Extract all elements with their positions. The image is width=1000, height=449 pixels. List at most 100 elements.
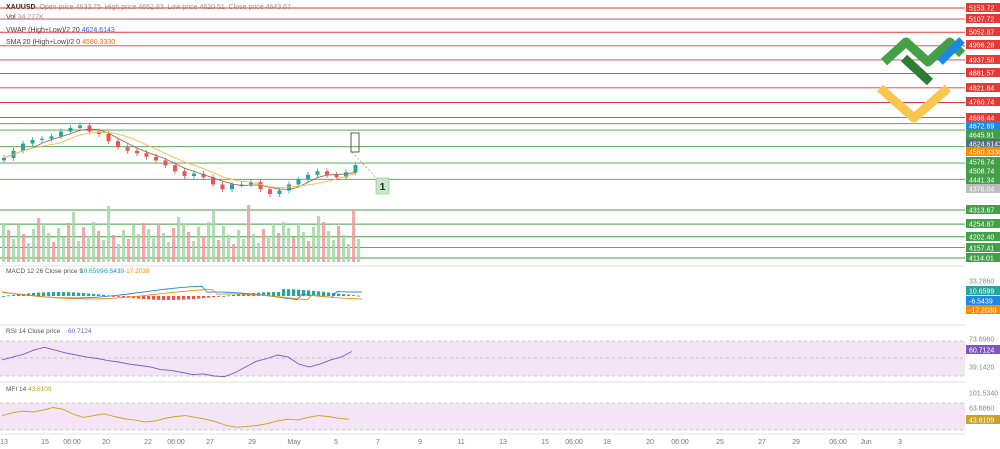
macd-histogram-bar bbox=[27, 293, 31, 296]
macd-histogram-bar bbox=[237, 294, 241, 296]
wave-label-box[interactable] bbox=[375, 177, 390, 195]
time-axis-tick-label: 13 bbox=[0, 439, 8, 446]
volume-bar bbox=[237, 230, 241, 262]
macd-histogram-bar bbox=[297, 289, 301, 296]
macd-scale-tag bbox=[966, 296, 1000, 305]
candle-body bbox=[296, 179, 301, 185]
price-axis-tag bbox=[966, 83, 1000, 92]
volume-bar bbox=[167, 242, 171, 262]
volume-bar bbox=[182, 223, 186, 262]
macd-histogram-bar bbox=[132, 296, 136, 299]
brand-logo bbox=[877, 37, 966, 123]
price-axis-tag-label: 4157.41 bbox=[969, 246, 994, 253]
price-axis-tag-label: 4441.34 bbox=[969, 178, 994, 185]
volume-bar bbox=[272, 224, 276, 262]
volume-bar bbox=[232, 244, 236, 262]
volume-label: Vol bbox=[6, 14, 16, 21]
sma-label: SMA 20 (High+Low)/2 0 bbox=[6, 39, 81, 46]
candle-body bbox=[163, 160, 168, 166]
rsi-band bbox=[0, 341, 965, 376]
candle-body bbox=[353, 165, 358, 173]
time-axis-tick-label: 7 bbox=[376, 439, 380, 446]
candle-body bbox=[97, 131, 101, 134]
volume-bar bbox=[112, 235, 116, 262]
macd-histogram-bar bbox=[197, 296, 201, 299]
time-axis-tick-label: 06:00 bbox=[565, 439, 583, 446]
time-axis-tick-label: 11 bbox=[457, 439, 464, 446]
volume-bar bbox=[72, 212, 76, 262]
volume-bar bbox=[62, 237, 66, 262]
rsi-scale-tag bbox=[966, 345, 1000, 354]
macd-histogram-bar bbox=[112, 296, 116, 297]
volume-bar bbox=[342, 235, 346, 262]
price-axis-tag bbox=[966, 130, 1000, 139]
price-axis-tag-label: 4313.67 bbox=[969, 208, 994, 215]
time-axis-tick-label: 13 bbox=[499, 439, 507, 446]
price-axis-tag-label: 5052.87 bbox=[969, 30, 994, 37]
wave-connector bbox=[351, 151, 381, 183]
price-axis-tag-label: 5153.72 bbox=[969, 6, 994, 13]
candle-body bbox=[21, 143, 25, 151]
candlesticks bbox=[2, 122, 358, 197]
candle-body bbox=[135, 150, 139, 154]
volume-bar bbox=[317, 216, 321, 262]
macd-histogram-bar bbox=[142, 296, 146, 300]
symbol-title: XAUUSD bbox=[6, 4, 36, 11]
volume-bar bbox=[27, 243, 31, 262]
price-axis-tag bbox=[966, 232, 1000, 241]
mfi-title-value: 43.6109 bbox=[28, 386, 52, 393]
mfi-scale-label: 43.6109 bbox=[969, 418, 994, 425]
candle-body bbox=[173, 165, 177, 172]
price-axis-tag-label: 4881.57 bbox=[969, 71, 994, 78]
candle-body bbox=[68, 127, 73, 132]
macd-histogram-bar bbox=[347, 294, 351, 296]
time-axis: 13 15 06:00 20 22 06:00 27 29 May 5 7 9 11 13 15 06:00 1… bbox=[0, 439, 902, 446]
macd-histogram-bar bbox=[97, 294, 101, 296]
volume-bar bbox=[277, 233, 281, 262]
time-axis-tick-label: 25 bbox=[716, 439, 724, 446]
volume-bar bbox=[332, 240, 336, 262]
time-axis-tick-label: 27 bbox=[206, 439, 214, 446]
candle-body bbox=[30, 139, 35, 144]
macd-value-hist: 10.6599 bbox=[80, 268, 104, 275]
macd-histogram-bar bbox=[312, 290, 316, 296]
mfi-title: MFI 14 bbox=[6, 386, 27, 393]
volume-bar bbox=[347, 244, 351, 262]
volume-bar bbox=[197, 227, 201, 262]
macd-histogram-bar bbox=[242, 293, 246, 296]
price-axis-tag bbox=[966, 243, 1000, 252]
volume-bar bbox=[217, 240, 221, 262]
macd-histogram-bar bbox=[117, 296, 121, 297]
volume-row: Vol 34.227K bbox=[6, 14, 44, 21]
macd-histogram-bar bbox=[277, 292, 281, 296]
macd-histogram-bar bbox=[317, 291, 321, 296]
volume-bar bbox=[252, 234, 256, 262]
macd-histogram-bar bbox=[292, 289, 296, 296]
candle-body bbox=[268, 189, 272, 195]
volume-bar bbox=[207, 222, 211, 262]
price-axis-tag bbox=[966, 97, 1000, 106]
candle-body bbox=[49, 136, 54, 139]
high-label: High price bbox=[104, 4, 137, 11]
macd-histogram-bar bbox=[222, 295, 226, 297]
low-value: 4620.51 bbox=[199, 4, 225, 11]
volume-bar bbox=[227, 235, 231, 262]
price-axis-tags: 5153.72 5107.72 5052.87 4996.28 4937.58 4881.… bbox=[966, 3, 1000, 425]
candle-body bbox=[334, 174, 339, 178]
close-label: Close price bbox=[228, 4, 264, 11]
macd-histogram-bar bbox=[147, 296, 151, 300]
macd-value-line: -6.5439 bbox=[102, 268, 124, 275]
macd-scale-label: 10.6599 bbox=[969, 289, 994, 296]
macd-histogram-bar bbox=[167, 296, 171, 300]
rsi-title-value: 60.7124 bbox=[68, 328, 92, 335]
volume-bar bbox=[157, 224, 161, 262]
volume-bar bbox=[57, 228, 61, 262]
vwap-row[interactable]: VWAP (High+Low)/2 20 4624.6143 bbox=[6, 27, 115, 34]
volume-bar bbox=[287, 228, 291, 262]
sma-row[interactable]: SMA 20 (High+Low)/2 0 4580.3330 bbox=[6, 39, 115, 46]
macd-histogram-bar bbox=[357, 295, 361, 297]
macd-histogram-bar bbox=[282, 289, 286, 296]
macd-histogram-bar bbox=[342, 294, 346, 296]
price-axis-tag bbox=[966, 184, 1000, 193]
